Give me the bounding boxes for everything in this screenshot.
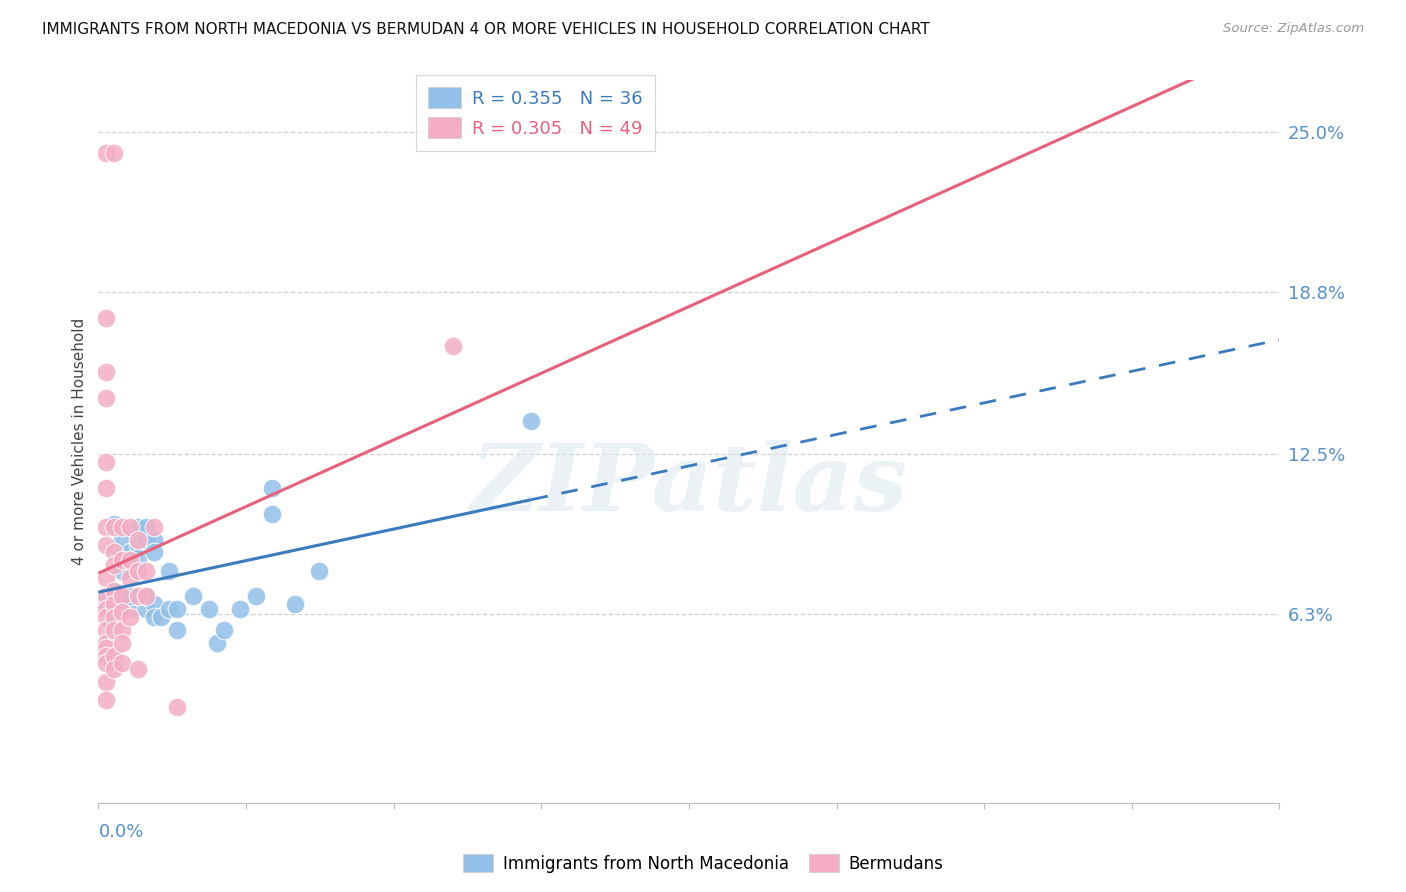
Point xyxy=(229,602,252,616)
Y-axis label: 4 or more Vehicles in Household: 4 or more Vehicles in Household xyxy=(72,318,87,566)
Point xyxy=(127,538,149,552)
Point xyxy=(111,564,134,578)
Point xyxy=(111,636,134,650)
Point xyxy=(308,564,330,578)
Point xyxy=(103,662,125,676)
Point xyxy=(157,564,180,578)
Point xyxy=(111,553,134,567)
Point xyxy=(441,339,464,353)
Point xyxy=(111,657,134,671)
Text: ZIPatlas: ZIPatlas xyxy=(471,440,907,530)
Point xyxy=(142,610,165,624)
Text: Source: ZipAtlas.com: Source: ZipAtlas.com xyxy=(1223,22,1364,36)
Point xyxy=(103,584,125,599)
Point xyxy=(96,455,118,469)
Point xyxy=(96,692,118,706)
Point xyxy=(103,145,125,160)
Point xyxy=(118,610,141,624)
Point xyxy=(96,590,118,604)
Point xyxy=(96,594,118,608)
Text: 0.0%: 0.0% xyxy=(98,823,143,841)
Point xyxy=(284,597,307,611)
Point xyxy=(103,517,125,532)
Point xyxy=(118,519,141,533)
Point xyxy=(127,533,149,547)
Point xyxy=(127,662,149,676)
Text: IMMIGRANTS FROM NORTH MACEDONIA VS BERMUDAN 4 OR MORE VEHICLES IN HOUSEHOLD CORR: IMMIGRANTS FROM NORTH MACEDONIA VS BERMU… xyxy=(42,22,929,37)
Point xyxy=(135,519,157,533)
Point xyxy=(96,674,118,689)
Point xyxy=(103,558,125,573)
Point xyxy=(103,648,125,663)
Point xyxy=(103,597,125,611)
Point xyxy=(157,602,180,616)
Point xyxy=(245,590,267,604)
Point xyxy=(96,610,118,624)
Point xyxy=(96,310,118,325)
Point xyxy=(181,590,204,604)
Point xyxy=(103,610,125,624)
Point xyxy=(96,623,118,637)
Point xyxy=(96,571,118,585)
Point xyxy=(127,519,149,533)
Point xyxy=(118,571,141,585)
Point xyxy=(142,519,165,533)
Point xyxy=(166,602,188,616)
Point xyxy=(96,657,118,671)
Point xyxy=(111,533,134,547)
Point xyxy=(118,590,141,604)
Point xyxy=(111,623,134,637)
Point xyxy=(260,507,283,521)
Point xyxy=(142,597,165,611)
Point xyxy=(103,584,125,599)
Point xyxy=(166,623,188,637)
Point xyxy=(150,610,173,624)
Point xyxy=(96,519,118,533)
Point xyxy=(142,545,165,559)
Point xyxy=(96,640,118,655)
Point xyxy=(96,648,118,663)
Point xyxy=(111,605,134,619)
Point xyxy=(96,602,118,616)
Point xyxy=(103,519,125,533)
Point xyxy=(205,636,228,650)
Point xyxy=(111,590,134,604)
Point xyxy=(135,533,157,547)
Point xyxy=(103,545,125,559)
Point xyxy=(118,602,141,616)
Point xyxy=(111,545,134,559)
Point xyxy=(135,564,157,578)
Point xyxy=(103,623,125,637)
Point xyxy=(142,533,165,547)
Point xyxy=(260,481,283,495)
Legend: R = 0.355   N = 36, R = 0.305   N = 49: R = 0.355 N = 36, R = 0.305 N = 49 xyxy=(416,75,655,151)
Point xyxy=(127,590,149,604)
Point xyxy=(135,590,157,604)
Point xyxy=(96,145,118,160)
Point xyxy=(214,623,236,637)
Point xyxy=(166,700,188,714)
Point xyxy=(118,553,141,567)
Legend: Immigrants from North Macedonia, Bermudans: Immigrants from North Macedonia, Bermuda… xyxy=(456,847,950,880)
Point xyxy=(127,564,149,578)
Point xyxy=(118,545,141,559)
Point xyxy=(197,602,219,616)
Point xyxy=(135,602,157,616)
Point xyxy=(520,414,543,428)
Point xyxy=(135,590,157,604)
Point xyxy=(96,365,118,379)
Point xyxy=(96,481,118,495)
Point xyxy=(96,636,118,650)
Point xyxy=(111,519,134,533)
Point xyxy=(127,550,149,565)
Point xyxy=(96,391,118,405)
Point xyxy=(96,538,118,552)
